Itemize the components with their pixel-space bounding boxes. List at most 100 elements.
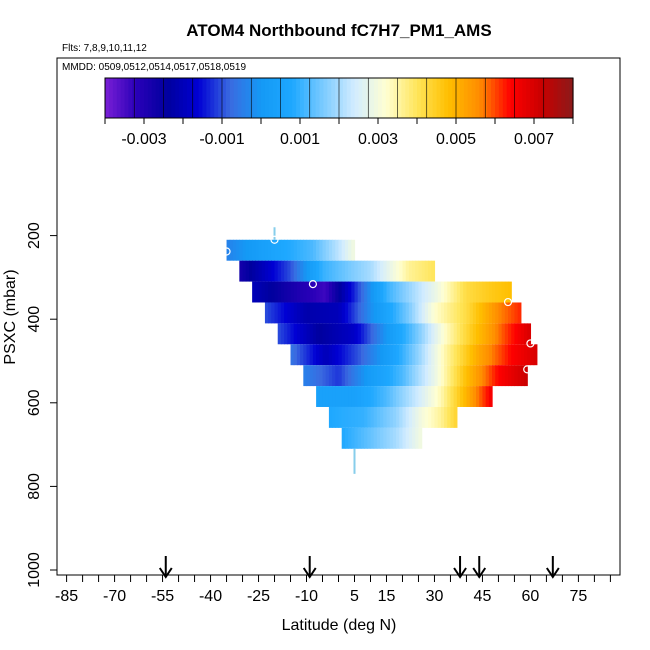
heatmap-cell <box>351 386 356 407</box>
heatmap-cell <box>392 427 397 449</box>
heatmap-cell <box>421 344 426 366</box>
heatmap-cell <box>421 386 426 407</box>
heatmap-cell <box>287 323 292 345</box>
heatmap-cell <box>328 239 333 261</box>
heatmap-cell <box>354 323 359 345</box>
heatmap-cell <box>312 239 317 261</box>
colorbar-swatch <box>303 78 309 118</box>
heatmap-cell <box>431 365 436 387</box>
heatmap-cell <box>303 260 308 282</box>
heatmap-cell <box>376 427 381 449</box>
heatmap-cell <box>456 323 461 345</box>
heatmap-cell <box>344 260 349 282</box>
x-tick-label: 15 <box>378 588 396 605</box>
heatmap-cell <box>306 302 311 324</box>
heatmap-cell <box>389 427 394 449</box>
heatmap-cell <box>303 281 308 303</box>
heatmap-cell <box>450 281 455 303</box>
colorbar-swatch <box>140 78 145 118</box>
heatmap-cell <box>437 302 442 324</box>
heatmap-cell <box>495 281 500 303</box>
heatmap-cell <box>367 323 372 345</box>
heatmap-cell <box>316 344 320 366</box>
heatmap-cell <box>296 344 301 366</box>
heatmap-cell <box>399 281 404 303</box>
heatmap-cell <box>434 365 439 387</box>
colorbar-swatch <box>522 78 527 118</box>
heatmap-cell <box>280 260 285 282</box>
x-tick-label: -40 <box>199 588 222 605</box>
heatmap-cell <box>268 260 272 282</box>
heatmap-cell <box>389 302 394 324</box>
heatmap-cell <box>402 365 407 387</box>
heatmap-cell <box>268 281 272 303</box>
heatmap-cell <box>309 365 314 387</box>
heatmap-cell <box>456 344 461 366</box>
heatmap-cell <box>242 239 247 261</box>
heatmap-cell <box>277 260 282 282</box>
heatmap-cell <box>319 323 324 345</box>
heatmap-cell <box>517 323 522 345</box>
colorbar-swatch <box>264 78 270 118</box>
chart-title: ATOM4 Northbound fC7H7_PM1_AMS <box>186 21 491 40</box>
colorbar-swatch <box>417 78 422 118</box>
colorbar-swatch <box>401 78 406 118</box>
colorbar-swatch <box>202 78 207 118</box>
heatmap-cell <box>472 344 477 366</box>
colorbar-swatch <box>245 78 250 118</box>
heatmap-cell <box>354 365 359 387</box>
heatmap-cell <box>248 239 253 261</box>
heatmap-cell <box>405 344 410 366</box>
heatmap-cell <box>463 302 468 324</box>
heatmap-cell <box>322 344 327 366</box>
heatmap-cell <box>380 344 384 366</box>
heatmap-cell <box>415 386 420 407</box>
y-tick-label: 200 <box>26 222 43 249</box>
heatmap-cell <box>332 302 336 324</box>
heatmap-cell <box>501 344 506 366</box>
colorbar-swatch <box>569 78 574 118</box>
heatmap-cell <box>351 260 356 282</box>
heatmap-cell <box>492 323 496 345</box>
heatmap-cell <box>261 260 266 282</box>
heatmap-cell <box>364 260 368 282</box>
heatmap-cell <box>421 323 426 345</box>
heatmap-cell <box>364 406 368 428</box>
colorbar-swatch <box>518 78 523 118</box>
colorbar-swatch <box>288 78 293 118</box>
heatmap-cell <box>469 365 474 387</box>
heatmap-cell <box>306 344 311 366</box>
heatmap-cell <box>431 302 436 324</box>
heatmap-cell <box>316 281 320 303</box>
colorbar-swatch <box>428 78 434 118</box>
heatmap-cell <box>296 323 301 345</box>
heatmap-cell <box>264 281 269 303</box>
heatmap-cell <box>364 386 368 407</box>
heatmap-cell <box>344 239 349 261</box>
heatmap-cell <box>392 260 397 282</box>
heatmap-cell <box>498 365 503 387</box>
heatmap-cell <box>392 386 397 407</box>
heatmap-cell <box>296 239 301 261</box>
heatmap-cell <box>488 302 493 324</box>
heatmap-cell <box>508 323 512 345</box>
arrow-head <box>545 567 560 579</box>
y-tick-label: 600 <box>26 389 43 416</box>
heatmap-cell <box>271 281 276 303</box>
heatmap-cell <box>482 386 487 407</box>
colorbar-swatch <box>128 78 133 118</box>
heatmap-cell <box>482 281 487 303</box>
heatmap-cell <box>370 344 375 366</box>
heatmap-cell <box>236 239 240 261</box>
heatmap-cell <box>392 302 397 324</box>
heatmap-cell <box>402 344 407 366</box>
heatmap-cell <box>364 302 368 324</box>
heatmap-cell <box>450 386 455 407</box>
colorbar-swatch <box>323 78 328 118</box>
sample-marker <box>308 279 318 289</box>
colorbar-swatch <box>116 78 122 118</box>
heatmap-cell <box>335 302 340 324</box>
heatmap-cell <box>511 302 516 324</box>
heatmap-cell <box>437 386 442 407</box>
heatmap-cell <box>533 344 538 366</box>
